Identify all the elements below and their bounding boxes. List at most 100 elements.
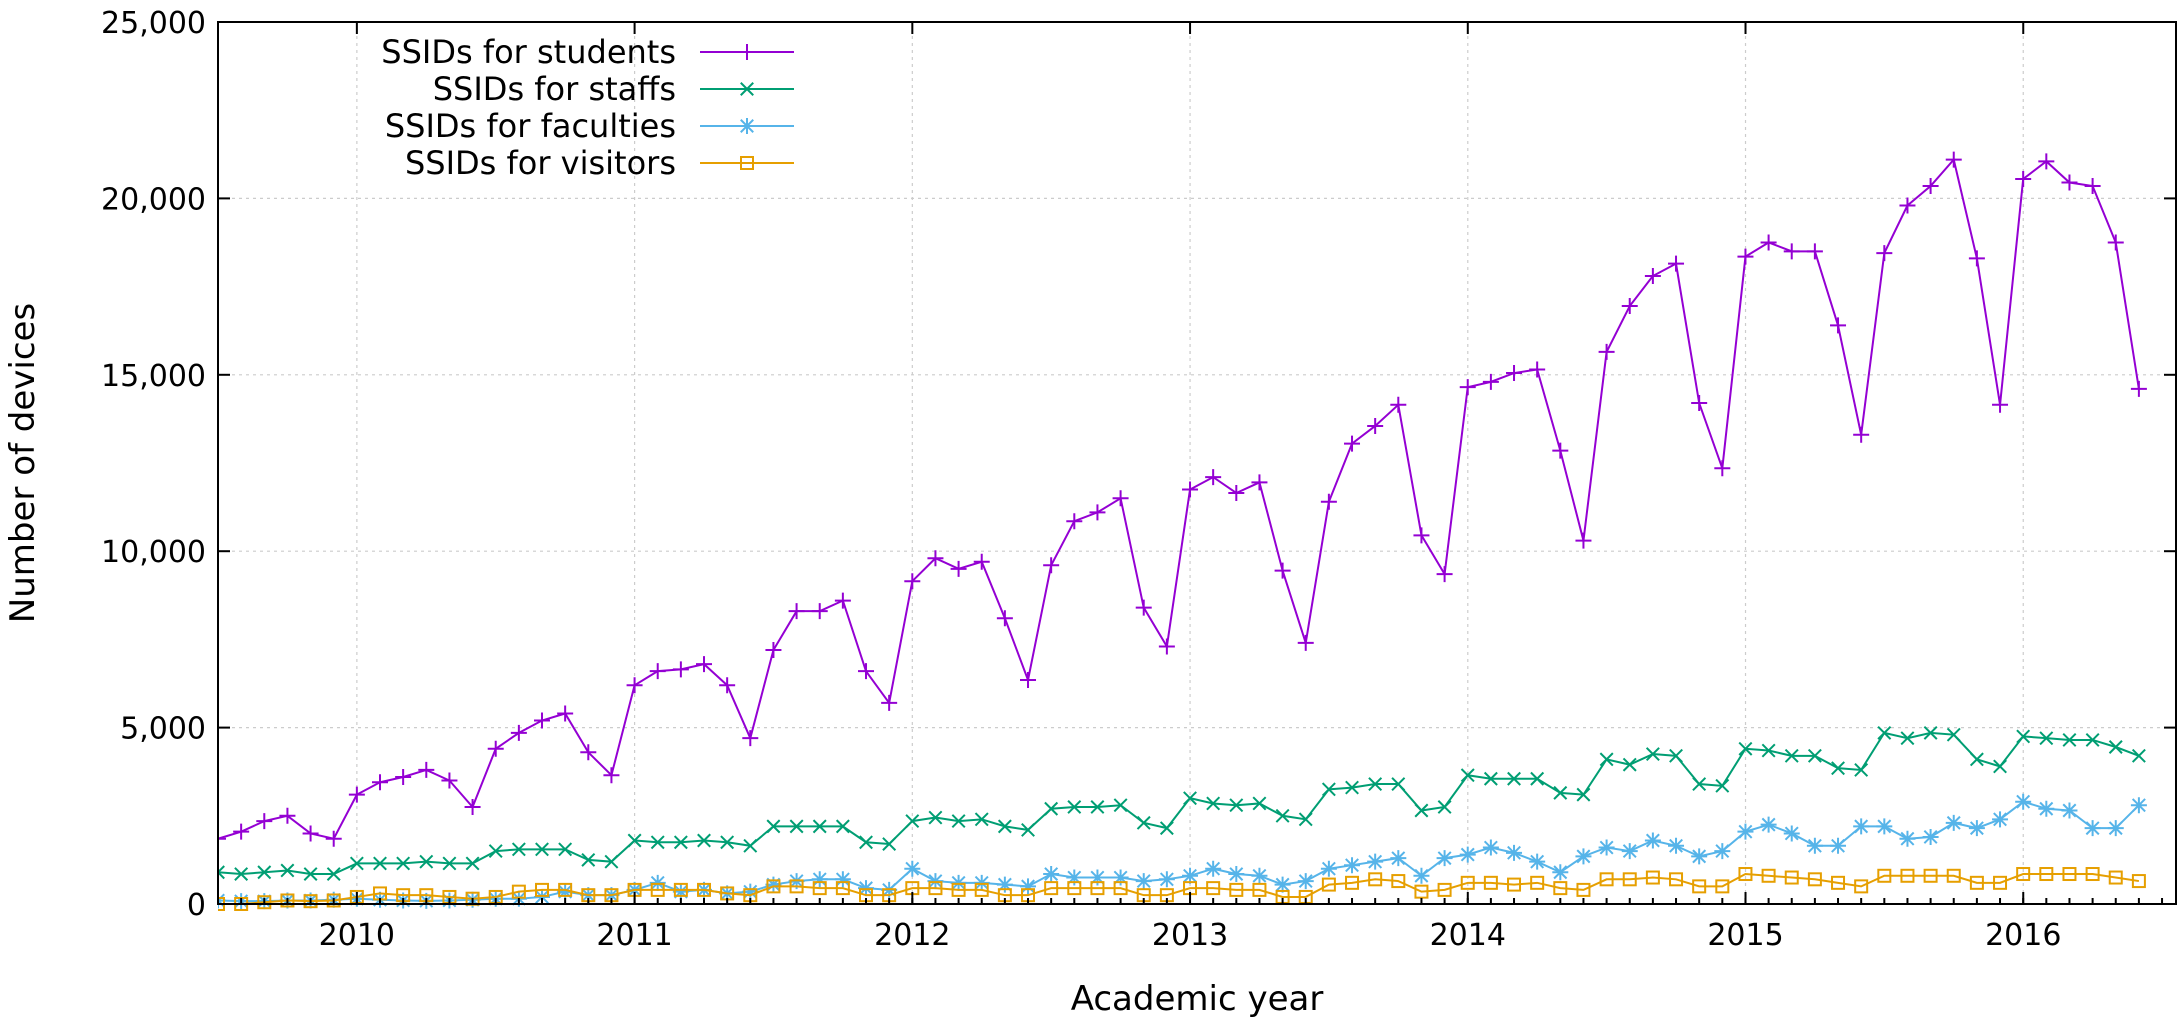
- data-point: [1206, 796, 1221, 811]
- data-point: [1228, 866, 1245, 883]
- data-point: [650, 882, 665, 897]
- data-point: [418, 761, 435, 778]
- data-point: [765, 876, 782, 893]
- legend-item: SSIDs for faculties: [385, 107, 794, 145]
- data-point: [2131, 874, 2146, 889]
- data-point: [464, 798, 481, 815]
- data-point: [442, 856, 457, 871]
- data-point: [1876, 245, 1893, 262]
- data-point: [650, 835, 665, 850]
- data-point: [1900, 731, 1915, 746]
- data-point: [1692, 879, 1707, 894]
- data-point: [1877, 868, 1892, 883]
- data-point: [487, 740, 504, 757]
- data-point: [1112, 490, 1129, 507]
- data-point: [349, 856, 364, 871]
- data-point: [1229, 798, 1244, 813]
- data-point: [1112, 869, 1129, 886]
- data-point: [950, 874, 967, 891]
- data-point: [1459, 379, 1476, 396]
- data-point: [603, 767, 620, 784]
- data-point: [2084, 820, 2101, 837]
- data-point: [766, 879, 781, 894]
- data-point: [1783, 243, 1800, 260]
- data-point: [627, 833, 642, 848]
- data-point: [372, 774, 389, 791]
- data-point: [649, 663, 666, 680]
- data-point: [419, 854, 434, 869]
- data-point: [1714, 460, 1731, 477]
- data-point: [1992, 396, 2009, 413]
- data-point: [1229, 882, 1244, 897]
- data-point: [742, 883, 759, 900]
- data-point: [2039, 731, 2054, 746]
- data-point: [996, 876, 1013, 893]
- data-point: [697, 833, 711, 848]
- data-point: [1437, 800, 1452, 814]
- data-point: [218, 865, 225, 880]
- data-point: [1274, 562, 1291, 579]
- data-point: [1067, 800, 1082, 814]
- data-point: [1436, 566, 1453, 583]
- data-point: [1206, 881, 1221, 896]
- legend-item: SSIDs for staffs: [433, 70, 794, 108]
- data-point: [1043, 866, 1060, 883]
- data-point: [1993, 875, 2008, 890]
- data-point: [1576, 787, 1591, 802]
- data-point: [1599, 872, 1614, 887]
- data-point: [1066, 513, 1083, 530]
- data-point: [789, 819, 804, 834]
- data-point: [1320, 493, 1337, 510]
- data-point: [974, 812, 989, 827]
- data-point: [1368, 872, 1383, 887]
- data-point: [1783, 825, 1800, 842]
- data-point: [303, 867, 318, 881]
- data-point: [905, 814, 920, 829]
- data-point: [580, 744, 597, 761]
- data-point: [1460, 875, 1475, 890]
- data-point: [1576, 882, 1591, 897]
- data-point: [1900, 868, 1915, 883]
- data-point: [1552, 864, 1569, 881]
- data-point: [1414, 884, 1429, 899]
- data-point: [1437, 882, 1452, 897]
- data-point: [1575, 848, 1592, 865]
- data-point: [1575, 532, 1592, 549]
- data-point: [1066, 869, 1083, 886]
- data-point: [1946, 868, 1961, 883]
- data-point: [511, 884, 526, 899]
- data-point: [1482, 373, 1499, 390]
- data-point: [326, 867, 341, 881]
- data-point: [2062, 733, 2077, 747]
- data-point: [2085, 733, 2100, 747]
- data-point: [2015, 170, 2032, 187]
- data-point: [1922, 828, 1939, 845]
- data-point: [1297, 634, 1314, 651]
- data-point: [1598, 839, 1615, 856]
- data-point: [1297, 873, 1314, 890]
- data-point: [1806, 243, 1823, 260]
- data-point: [557, 883, 574, 900]
- data-point: [1135, 873, 1152, 890]
- data-point: [1020, 671, 1037, 688]
- data-point: [696, 656, 713, 673]
- data-point: [558, 882, 573, 897]
- x-axis-title: Academic year: [1071, 979, 1324, 1019]
- data-point: [395, 768, 412, 785]
- data-point: [1945, 151, 1962, 168]
- data-point: [218, 830, 226, 847]
- y-tick-label: 15,000: [101, 359, 206, 394]
- data-point: [1391, 874, 1406, 889]
- data-point: [1598, 343, 1615, 360]
- data-point: [1668, 837, 1685, 854]
- data-point: [256, 813, 273, 830]
- legend-marker: [739, 118, 755, 134]
- data-point: [1853, 818, 1870, 835]
- data-point: [719, 677, 736, 694]
- data-point: [812, 881, 827, 896]
- data-point: [2039, 867, 2054, 882]
- data-point: [766, 819, 781, 834]
- data-point: [974, 882, 989, 897]
- data-point: [996, 610, 1013, 627]
- data-point: [2062, 867, 2077, 882]
